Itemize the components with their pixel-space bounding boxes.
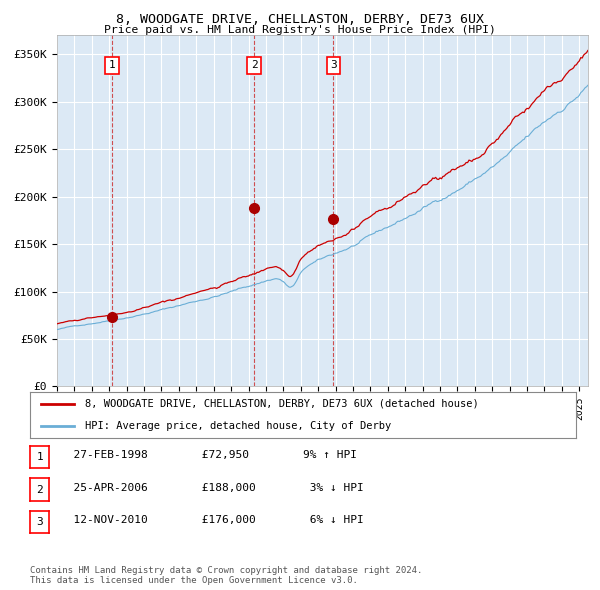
Text: 2: 2 [36, 485, 43, 494]
Text: 3: 3 [36, 517, 43, 527]
Text: 25-APR-2006        £188,000        3% ↓ HPI: 25-APR-2006 £188,000 3% ↓ HPI [60, 483, 364, 493]
Text: Contains HM Land Registry data © Crown copyright and database right 2024.: Contains HM Land Registry data © Crown c… [30, 566, 422, 575]
Text: 2: 2 [251, 60, 257, 70]
Text: 27-FEB-1998        £72,950        9% ↑ HPI: 27-FEB-1998 £72,950 9% ↑ HPI [60, 451, 357, 460]
Text: Price paid vs. HM Land Registry's House Price Index (HPI): Price paid vs. HM Land Registry's House … [104, 25, 496, 35]
Text: 8, WOODGATE DRIVE, CHELLASTON, DERBY, DE73 6UX: 8, WOODGATE DRIVE, CHELLASTON, DERBY, DE… [116, 13, 484, 26]
Text: 3: 3 [330, 60, 337, 70]
Text: This data is licensed under the Open Government Licence v3.0.: This data is licensed under the Open Gov… [30, 576, 358, 585]
Text: 12-NOV-2010        £176,000        6% ↓ HPI: 12-NOV-2010 £176,000 6% ↓ HPI [60, 516, 364, 525]
Text: 8, WOODGATE DRIVE, CHELLASTON, DERBY, DE73 6UX (detached house): 8, WOODGATE DRIVE, CHELLASTON, DERBY, DE… [85, 399, 478, 409]
Text: 1: 1 [36, 453, 43, 462]
Text: HPI: Average price, detached house, City of Derby: HPI: Average price, detached house, City… [85, 421, 391, 431]
Text: 1: 1 [109, 60, 115, 70]
